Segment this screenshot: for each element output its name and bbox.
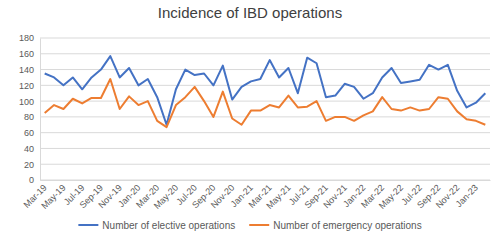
grid-line — [40, 164, 490, 165]
y-tick-label: 0 — [29, 175, 34, 185]
grid — [40, 38, 490, 180]
legend: Number of elective operations Number of e… — [78, 220, 421, 231]
x-tick: May-21 — [264, 180, 292, 211]
grid-line — [40, 101, 490, 102]
y-tick: 100 — [19, 96, 40, 106]
y-tick-label: 100 — [19, 96, 34, 106]
y-tick: 160 — [19, 49, 40, 59]
legend-label: Number of emergency operations — [273, 220, 421, 231]
series-line — [45, 79, 486, 127]
legend-swatch — [78, 224, 98, 226]
y-tick-label: 20 — [24, 160, 34, 170]
y-tick: 40 — [24, 144, 40, 154]
y-tick-label: 40 — [24, 144, 34, 154]
grid-line — [40, 53, 490, 54]
legend-swatch — [249, 224, 269, 226]
grid-line — [40, 132, 490, 133]
grid-line — [40, 148, 490, 149]
y-tick-label: 60 — [24, 128, 34, 138]
grid-line — [40, 116, 490, 117]
legend-item: Number of elective operations — [78, 220, 235, 231]
x-axis: Mar-19May-19Jul-19Sep-19Nov-19Jan-20Mar-… — [22, 180, 491, 211]
y-tick: 60 — [24, 128, 40, 138]
x-tick: May-20 — [152, 180, 180, 211]
legend-label: Number of elective operations — [102, 220, 235, 231]
grid-line — [40, 180, 490, 181]
y-tick: 20 — [24, 160, 40, 170]
y-tick: 180 — [19, 33, 40, 43]
y-tick: 140 — [19, 65, 40, 75]
chart-title: Incidence of IBD operations — [158, 4, 342, 21]
y-tick-label: 140 — [19, 65, 34, 75]
series-line — [45, 56, 486, 125]
y-axis-line — [40, 39, 41, 181]
x-tick: May-19 — [39, 180, 67, 211]
y-tick: 120 — [19, 81, 40, 91]
x-tick-label: May-19 — [39, 183, 67, 211]
lines — [45, 56, 486, 127]
x-tick-label: Jan-23 — [454, 183, 481, 210]
x-tick-label: May-20 — [152, 183, 180, 211]
x-tick: May-22 — [377, 180, 405, 211]
y-tick-label: 180 — [19, 33, 34, 43]
x-tick: Jan-23 — [454, 180, 481, 209]
x-tick-label: May-22 — [377, 183, 405, 211]
y-tick-label: 120 — [19, 81, 34, 91]
y-tick: 80 — [24, 112, 40, 122]
y-axis: 0 20 40 60 80 100 120 140 160 180 — [19, 33, 41, 185]
x-tick-label: May-21 — [264, 183, 292, 211]
y-tick-label: 80 — [24, 112, 34, 122]
legend-item: Number of emergency operations — [249, 220, 421, 231]
grid-line — [40, 38, 490, 39]
y-tick-label: 160 — [19, 49, 34, 59]
x-axis-line — [41, 180, 491, 181]
y-tick: 0 — [29, 175, 40, 185]
